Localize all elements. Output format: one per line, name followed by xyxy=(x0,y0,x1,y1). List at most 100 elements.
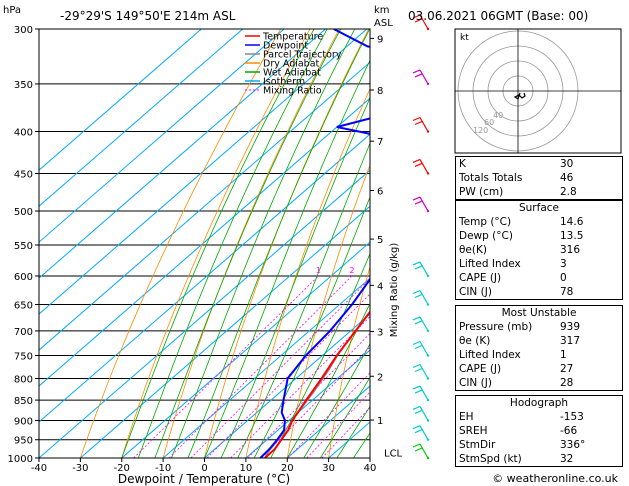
wet-adiabat-line xyxy=(171,29,356,458)
index-label: Dewp (°C) xyxy=(459,230,513,242)
index-label: Lifted Index xyxy=(459,258,521,270)
mixing-ratio-axis-label: Mixing Ratio (g/kg) xyxy=(389,243,400,338)
wind-barb-dot xyxy=(426,303,430,306)
wet-adiabat-line xyxy=(320,376,370,458)
wet-adiabat-line xyxy=(121,29,315,458)
wind-barb-dot xyxy=(426,438,430,441)
isotherm-line xyxy=(39,61,370,351)
wind-barb-flag xyxy=(412,158,421,164)
height-tick-label: 9 xyxy=(377,34,383,45)
wind-barb-flag xyxy=(414,200,423,205)
indices-top-box: K 30 Totals Totals 46 PW (cm) 2.8 xyxy=(455,156,623,200)
wind-barb-flag xyxy=(414,120,423,126)
index-label: CAPE (J) xyxy=(459,272,502,284)
index-value: 317 xyxy=(560,335,581,347)
wind-barb-staff xyxy=(419,385,429,401)
index-row: Pressure (mb) 939 xyxy=(456,320,622,334)
index-label: Totals Totals xyxy=(459,172,523,184)
height-tick-label: 5 xyxy=(377,235,383,246)
pressure-tick-label: 750 xyxy=(14,351,33,362)
wet-adiabat-line xyxy=(154,29,342,458)
wind-barb-staff xyxy=(419,159,429,174)
wind-barb-dot xyxy=(426,274,430,278)
wind-barb-flag xyxy=(412,385,421,390)
index-row: Dewp (°C) 13.5 xyxy=(456,229,622,243)
temperature-tick-label: -30 xyxy=(72,463,88,474)
skewt-data: 1 2 3 4 6 8 10 15 20 25 xyxy=(259,29,370,458)
legend-label: Dry Adiabat xyxy=(263,59,320,70)
hodograph-ring-label: 120 xyxy=(473,126,488,135)
pressure-tick-label: 350 xyxy=(14,80,33,91)
height-tick-label: 4 xyxy=(377,281,383,292)
index-row: θe(K) 316 xyxy=(456,243,622,257)
index-value: 78 xyxy=(560,286,574,298)
wind-barb-flag xyxy=(414,265,423,270)
index-row: EH -153 xyxy=(456,410,622,424)
isotherm-line xyxy=(39,29,285,243)
index-label: StmDir xyxy=(459,439,496,451)
mixing-ratio-label: 2 xyxy=(349,266,354,275)
wind-barb-dot xyxy=(426,172,430,175)
wind-barb-dot xyxy=(426,130,430,133)
pressure-tick-label: 700 xyxy=(14,327,33,338)
legend-label: Isotherm xyxy=(263,77,305,88)
index-value: 0 xyxy=(560,272,567,284)
mixing-ratio-line xyxy=(190,278,370,458)
height-tick-label: 2 xyxy=(377,372,383,383)
wind-barb-flag xyxy=(414,389,423,394)
wind-barb-flag xyxy=(412,196,421,201)
temperature-tick-label: 0 xyxy=(201,463,207,474)
index-label: K xyxy=(459,158,466,170)
wind-barb-flag xyxy=(412,116,421,122)
isotherm-line xyxy=(245,349,370,458)
hodograph-ring-label: 40 xyxy=(493,111,503,120)
wind-barb-flag xyxy=(414,429,423,434)
index-row: SREH -66 xyxy=(456,424,622,438)
axes: 3003504004505005506006507007508008509009… xyxy=(8,25,403,474)
footer-credit: © weatheronline.co.uk xyxy=(492,472,618,485)
index-value: 316 xyxy=(560,244,581,256)
dry-adiabat-line xyxy=(204,29,369,458)
wind-barb-flag xyxy=(412,425,421,430)
wind-barb-staff xyxy=(419,14,429,30)
section-title: Hodograph xyxy=(509,397,569,409)
wind-barb-staff xyxy=(419,443,429,459)
height-tick-label: 3 xyxy=(377,327,383,338)
isotherm-line xyxy=(121,241,370,458)
index-label: StmSpd (kt) xyxy=(459,453,522,465)
index-value: 939 xyxy=(560,321,581,333)
pressure-tick-label: 450 xyxy=(14,169,33,180)
x-axis-label: Dewpoint / Temperature (°C) xyxy=(118,472,290,486)
hpa-unit-label: hPa xyxy=(3,5,21,16)
wind-barb-flag xyxy=(412,261,421,266)
wind-barb-dot xyxy=(426,209,430,213)
wind-barb-staff xyxy=(419,290,429,305)
pressure-tick-label: 650 xyxy=(14,301,33,312)
wind-barb-flag xyxy=(414,367,423,373)
wet-adiabat-line xyxy=(187,29,370,458)
hodograph-ring-label: 60 xyxy=(484,118,494,127)
wind-barb-staff xyxy=(419,261,429,277)
isotherm-line xyxy=(39,169,370,458)
wind-barb-staff xyxy=(419,316,429,332)
index-value: 1 xyxy=(560,349,567,361)
wind-barb-flag xyxy=(414,320,423,325)
pressure-tick-label: 500 xyxy=(14,207,33,218)
index-label: PW (cm) xyxy=(459,186,504,198)
temperature-line xyxy=(264,310,370,458)
wind-barb-flag xyxy=(412,14,421,19)
wet-adiabat-line xyxy=(336,405,370,458)
index-label: θe (K) xyxy=(459,335,491,347)
height-tick-label: LCL xyxy=(384,449,403,460)
isotherm-line xyxy=(39,29,368,315)
wind-barb-staff xyxy=(419,406,429,421)
wind-barb-flag xyxy=(412,443,421,448)
temperature-tick-label: 30 xyxy=(322,463,335,474)
index-value: 46 xyxy=(560,172,574,184)
wind-barb-flag xyxy=(412,363,421,369)
wind-barb-flag xyxy=(414,73,423,78)
mixing-ratio-line xyxy=(168,275,353,458)
index-row: Totals Totals 46 xyxy=(456,171,622,185)
